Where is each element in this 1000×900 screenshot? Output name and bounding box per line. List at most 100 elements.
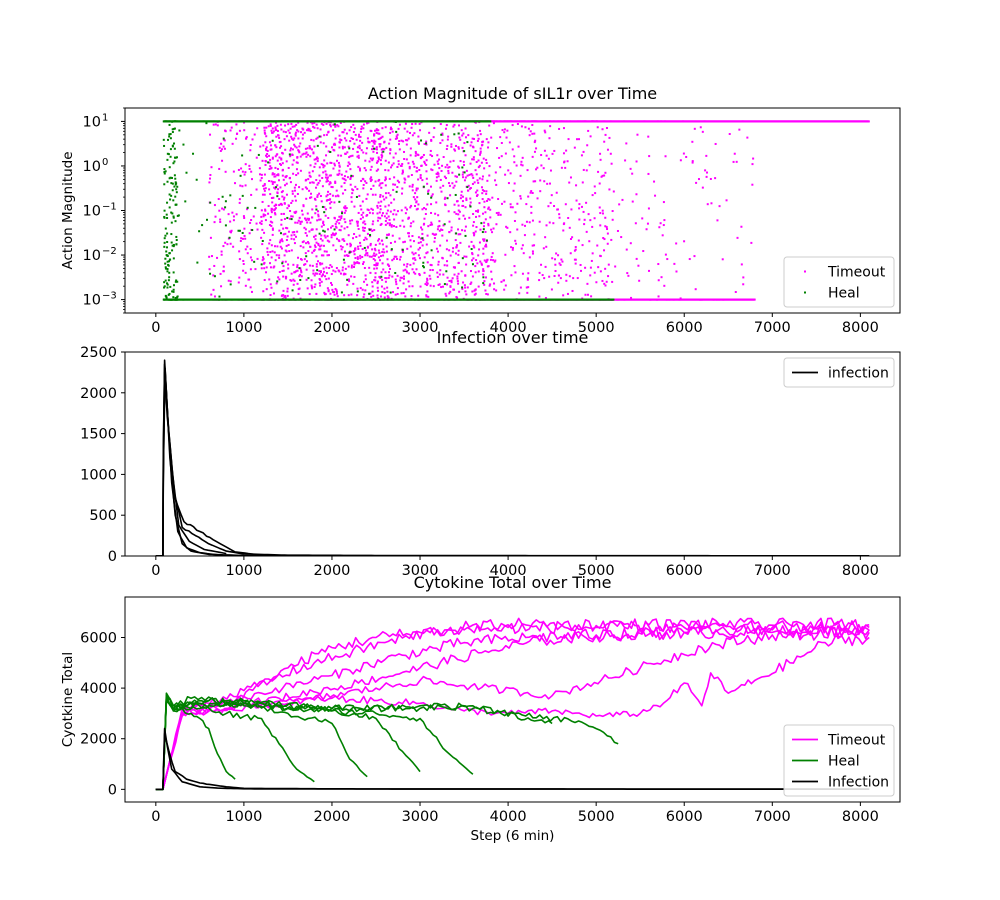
scatter-point [635,257,638,260]
scatter-point [599,270,602,273]
scatter-point [271,157,274,160]
scatter-point [284,131,287,134]
scatter-point [529,130,532,133]
scatter-point [238,258,241,261]
scatter-point [326,162,329,165]
scatter-point [606,232,609,235]
scatter-point [464,286,467,289]
scatter-point [374,249,377,252]
scatter-point [209,236,212,239]
scatter-point [230,229,233,232]
scatter-point [278,270,281,273]
scatter-point [396,274,399,277]
scatter-point [474,265,477,268]
scatter-point [337,154,340,157]
scatter-point [334,195,337,198]
scatter-point [409,225,412,228]
scatter-point [457,124,460,127]
scatter-point [349,140,352,143]
scatter-point [335,226,338,229]
scatter-point [400,276,403,279]
scatter-point [297,130,300,133]
scatter-point [300,220,303,223]
scatter-point [434,212,437,215]
scatter-point [315,186,318,189]
scatter-point [338,240,341,243]
scatter-point [608,188,611,191]
scatter-point [405,158,408,161]
scatter-point [387,169,390,172]
scatter-point [453,123,456,126]
scatter-point [463,284,466,287]
scatter-point [486,258,489,261]
scatter-point [282,227,285,230]
scatter-point [441,285,444,288]
scatter-point [304,217,307,220]
scatter-point [294,189,297,192]
scatter-point [291,192,294,195]
scatter-point [319,195,322,198]
scatter-point [603,249,606,252]
scatter-point [364,236,367,239]
scatter-point [282,198,285,201]
scatter-point [478,248,481,251]
scatter-point [570,208,573,211]
scatter-point [284,260,287,263]
scatter-point [556,208,559,211]
scatter-point [503,131,506,134]
scatter-point [469,201,472,204]
scatter-point [406,130,409,133]
scatter-point [474,191,477,194]
scatter-point [321,185,324,188]
scatter-point [345,170,348,173]
scatter-point [222,145,225,148]
scatter-point [591,225,594,228]
scatter-point [326,176,329,179]
scatter-point [318,282,321,285]
scatter-point [476,139,479,142]
scatter-point [276,153,279,156]
scatter-point [534,139,537,142]
scatter-point [282,233,285,236]
scatter-point [311,264,314,267]
scatter-point [733,152,736,155]
scatter-point [341,145,344,148]
scatter-point [586,293,589,296]
scatter-point [357,227,360,230]
scatter-point [601,279,604,282]
scatter-point [612,190,615,193]
scatter-point [429,224,432,227]
scatter-point [589,219,592,222]
scatter-point [452,159,455,162]
scatter-point [265,154,268,157]
scatter-point [284,184,287,187]
scatter-point [458,290,461,293]
scatter-point [250,178,253,181]
scatter-point [306,217,309,220]
scatter-point [402,269,405,272]
scatter-point [401,187,404,190]
scatter-point [344,209,347,212]
scatter-point [350,200,353,203]
scatter-point [312,272,315,275]
scatter-point [276,129,279,132]
scatter-point [359,130,362,133]
scatter-point [662,201,665,204]
scatter-point [557,274,560,277]
scatter-point [495,223,498,226]
scatter-point [213,204,216,207]
scatter-point [413,257,416,260]
scatter-point [320,275,323,278]
scatter-point [384,271,387,274]
scatter-point [342,238,345,241]
scatter-point [526,278,529,281]
scatter-point [482,273,485,276]
scatter-point [330,226,333,229]
scatter-point [278,256,281,259]
scatter-point [295,161,298,164]
scatter-point [319,245,322,248]
scatter-point [439,244,442,247]
scatter-point [642,250,645,253]
scatter-point [476,262,479,265]
scatter-point [238,198,241,201]
